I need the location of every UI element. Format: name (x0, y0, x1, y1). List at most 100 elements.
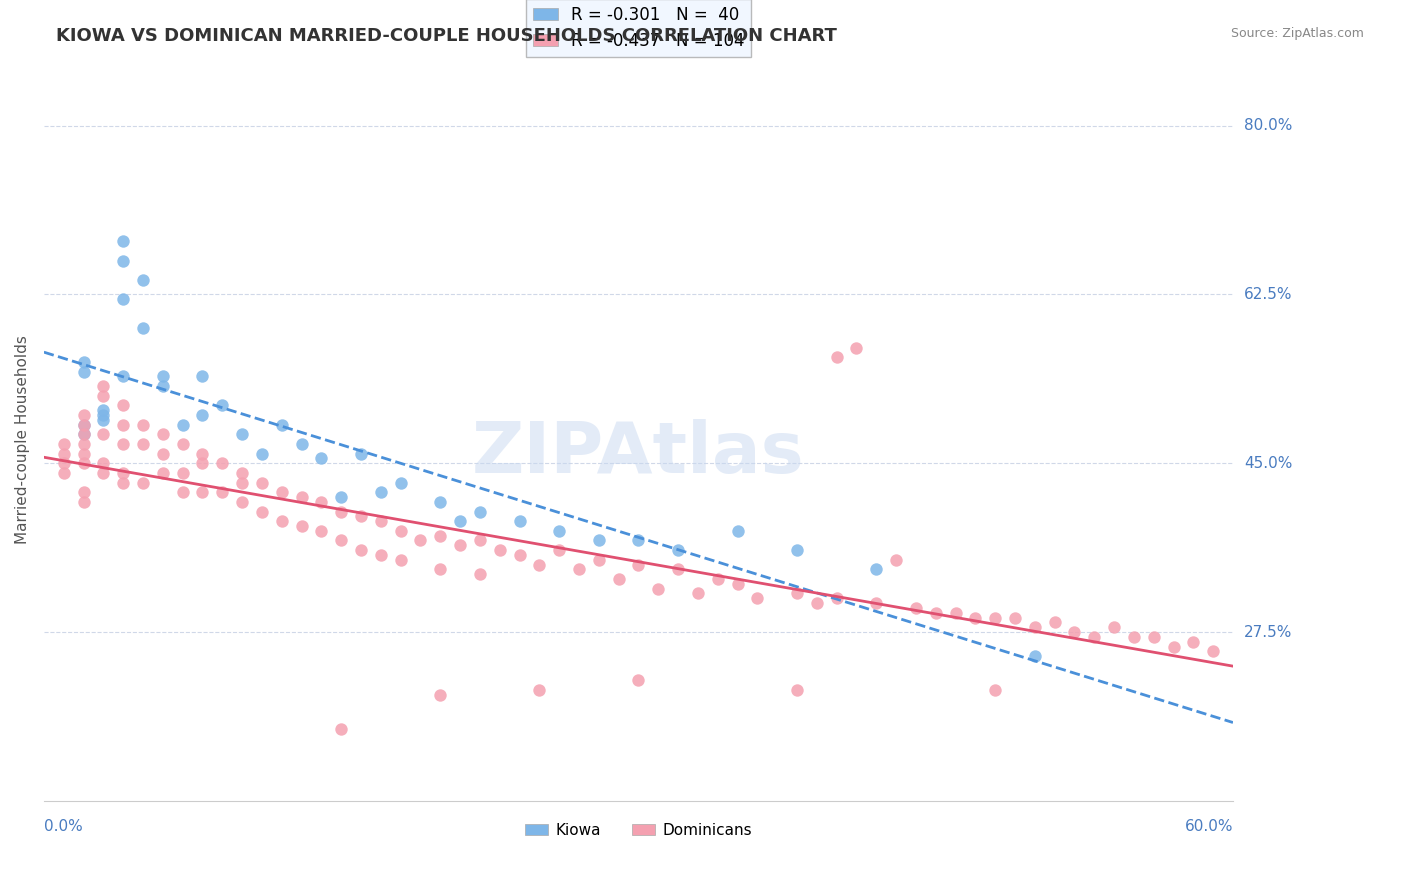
Point (548, 524, 571, 538)
Point (290, 437, 312, 451)
Point (132, 437, 155, 451)
Point (72, 427, 94, 442)
Point (311, 524, 333, 538)
Point (152, 466, 174, 480)
Point (191, 447, 214, 461)
Point (786, 543, 808, 558)
Text: 27.5%: 27.5% (1244, 624, 1292, 640)
Point (93, 379, 115, 393)
Point (1024, 620, 1046, 634)
Point (588, 553, 610, 567)
Point (529, 558, 551, 572)
Point (72, 485, 94, 500)
Text: Source: ZipAtlas.com: Source: ZipAtlas.com (1230, 27, 1364, 40)
Point (311, 495, 333, 509)
Point (1024, 649, 1046, 664)
Point (1143, 630, 1166, 644)
Legend: Kiowa, Dominicans: Kiowa, Dominicans (519, 817, 758, 844)
Point (884, 553, 907, 567)
Point (727, 577, 749, 591)
Point (211, 485, 233, 500)
Text: 80.0%: 80.0% (1244, 118, 1292, 133)
Point (330, 504, 353, 518)
Point (627, 533, 650, 548)
Point (1122, 630, 1144, 644)
Point (607, 572, 630, 586)
Point (152, 379, 174, 393)
Point (389, 475, 412, 490)
Point (112, 235, 135, 249)
Point (270, 485, 292, 500)
Point (965, 610, 987, 624)
Point (449, 514, 471, 528)
Point (429, 528, 451, 542)
Point (112, 398, 135, 412)
Point (311, 451, 333, 466)
Point (72, 355, 94, 369)
Point (152, 447, 174, 461)
Text: ZIPAtlas: ZIPAtlas (472, 419, 804, 488)
Point (112, 417, 135, 432)
Point (389, 524, 412, 538)
Text: 62.5%: 62.5% (1244, 287, 1292, 302)
Point (211, 456, 233, 470)
Point (429, 688, 451, 702)
Y-axis label: Married-couple Households: Married-couple Households (15, 334, 30, 543)
Point (370, 485, 392, 500)
Point (231, 475, 253, 490)
Point (786, 682, 808, 697)
Point (449, 538, 471, 552)
Point (1163, 640, 1185, 654)
Point (666, 562, 689, 576)
Point (945, 606, 967, 620)
Point (250, 447, 273, 461)
Point (865, 562, 887, 576)
Point (132, 475, 155, 490)
Point (1083, 630, 1105, 644)
Point (231, 427, 253, 442)
Point (93, 427, 115, 442)
Point (52, 466, 75, 480)
Point (330, 490, 353, 504)
Point (93, 408, 115, 422)
Point (132, 417, 155, 432)
Point (1182, 634, 1205, 648)
Point (191, 369, 214, 384)
Point (389, 553, 412, 567)
Point (172, 485, 194, 500)
Point (627, 558, 650, 572)
Point (72, 495, 94, 509)
Point (468, 567, 491, 582)
Point (1043, 615, 1066, 630)
Point (686, 586, 709, 600)
Point (112, 369, 135, 384)
Point (132, 321, 155, 335)
Point (429, 562, 451, 576)
Point (270, 514, 292, 528)
Point (52, 437, 75, 451)
Point (231, 495, 253, 509)
Point (172, 437, 194, 451)
Point (350, 509, 373, 524)
Point (52, 447, 75, 461)
Point (468, 504, 491, 518)
Point (270, 417, 292, 432)
Point (429, 495, 451, 509)
Point (488, 543, 510, 558)
Point (250, 504, 273, 518)
Point (984, 682, 1007, 697)
Point (72, 447, 94, 461)
Text: KIOWA VS DOMINICAN MARRIED-COUPLE HOUSEHOLDS CORRELATION CHART: KIOWA VS DOMINICAN MARRIED-COUPLE HOUSEH… (56, 27, 837, 45)
Point (1102, 620, 1125, 634)
Point (468, 533, 491, 548)
Point (72, 437, 94, 451)
Point (330, 533, 353, 548)
Point (72, 456, 94, 470)
Point (152, 369, 174, 384)
Point (409, 533, 432, 548)
Point (112, 293, 135, 307)
Point (1004, 610, 1026, 624)
Point (350, 543, 373, 558)
Point (647, 582, 669, 596)
Point (706, 572, 728, 586)
